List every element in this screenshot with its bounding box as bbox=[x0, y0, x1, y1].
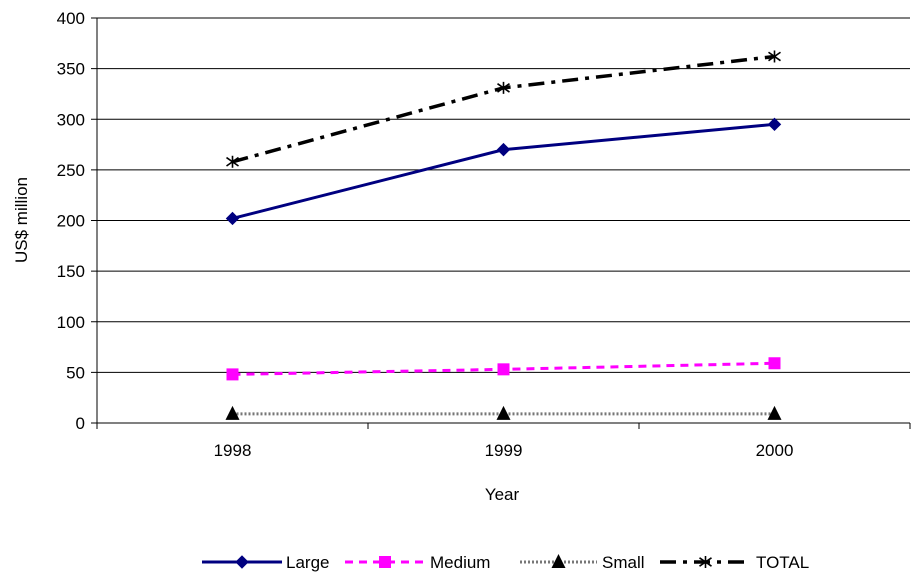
series-lines bbox=[225, 50, 782, 420]
y-tick-label: 0 bbox=[76, 414, 85, 433]
legend-label: Large bbox=[286, 553, 329, 572]
marker-triangle bbox=[496, 405, 511, 420]
legend-label: Medium bbox=[430, 553, 490, 572]
marker-square bbox=[768, 357, 781, 370]
marker-asterisk bbox=[699, 556, 712, 568]
legend-item-total: TOTAL bbox=[660, 553, 809, 572]
x-tick-label: 2000 bbox=[756, 441, 794, 460]
y-tick-label: 350 bbox=[57, 60, 85, 79]
y-tick-label: 200 bbox=[57, 212, 85, 231]
legend-label: TOTAL bbox=[756, 553, 809, 572]
asterisk-stroke bbox=[497, 83, 510, 93]
x-axis-title: Year bbox=[485, 485, 520, 504]
marker-square bbox=[379, 556, 391, 568]
y-tick-label: 250 bbox=[57, 161, 85, 180]
series-medium bbox=[226, 357, 781, 381]
y-tick-label: 300 bbox=[57, 110, 85, 129]
marker-diamond bbox=[767, 117, 782, 132]
y-tick-label: 50 bbox=[66, 363, 85, 382]
series-total bbox=[226, 50, 781, 168]
gridlines bbox=[97, 17, 910, 373]
y-tick-label: 150 bbox=[57, 262, 85, 281]
legend-item-medium: Medium bbox=[345, 553, 490, 572]
y-tick-labels: 0 50 100 150 200 250 300 350 400 bbox=[57, 9, 85, 433]
legend-item-large: Large bbox=[202, 553, 329, 572]
x-tick-label: 1998 bbox=[214, 441, 252, 460]
legend-label: Small bbox=[602, 553, 645, 572]
series-large bbox=[225, 117, 782, 226]
asterisk-stroke bbox=[768, 51, 781, 62]
series-line-large bbox=[232, 122, 775, 220]
asterisk-stroke bbox=[699, 557, 712, 567]
x-tick-label: 1999 bbox=[485, 441, 523, 460]
axes bbox=[91, 17, 911, 429]
marker-triangle bbox=[767, 405, 782, 420]
marker-asterisk bbox=[497, 81, 510, 94]
marker-triangle bbox=[225, 405, 240, 420]
y-tick-label: 400 bbox=[57, 9, 85, 28]
series-small bbox=[225, 405, 782, 420]
marker-triangle bbox=[551, 554, 566, 568]
marker-asterisk bbox=[226, 155, 239, 168]
legend-item-small: Small bbox=[520, 553, 645, 572]
x-tick-labels: 1998 1999 2000 bbox=[214, 441, 794, 460]
marker-asterisk bbox=[768, 50, 781, 63]
marker-diamond bbox=[225, 211, 240, 226]
asterisk-stroke bbox=[226, 156, 239, 167]
legend: Large Medium Small TOTAL bbox=[202, 553, 809, 572]
marker-diamond bbox=[235, 555, 249, 569]
y-tick-label: 100 bbox=[57, 313, 85, 332]
y-axis-title: US$ million bbox=[12, 177, 31, 263]
marker-diamond bbox=[496, 142, 511, 157]
marker-square bbox=[226, 368, 239, 381]
marker-square bbox=[497, 363, 510, 376]
